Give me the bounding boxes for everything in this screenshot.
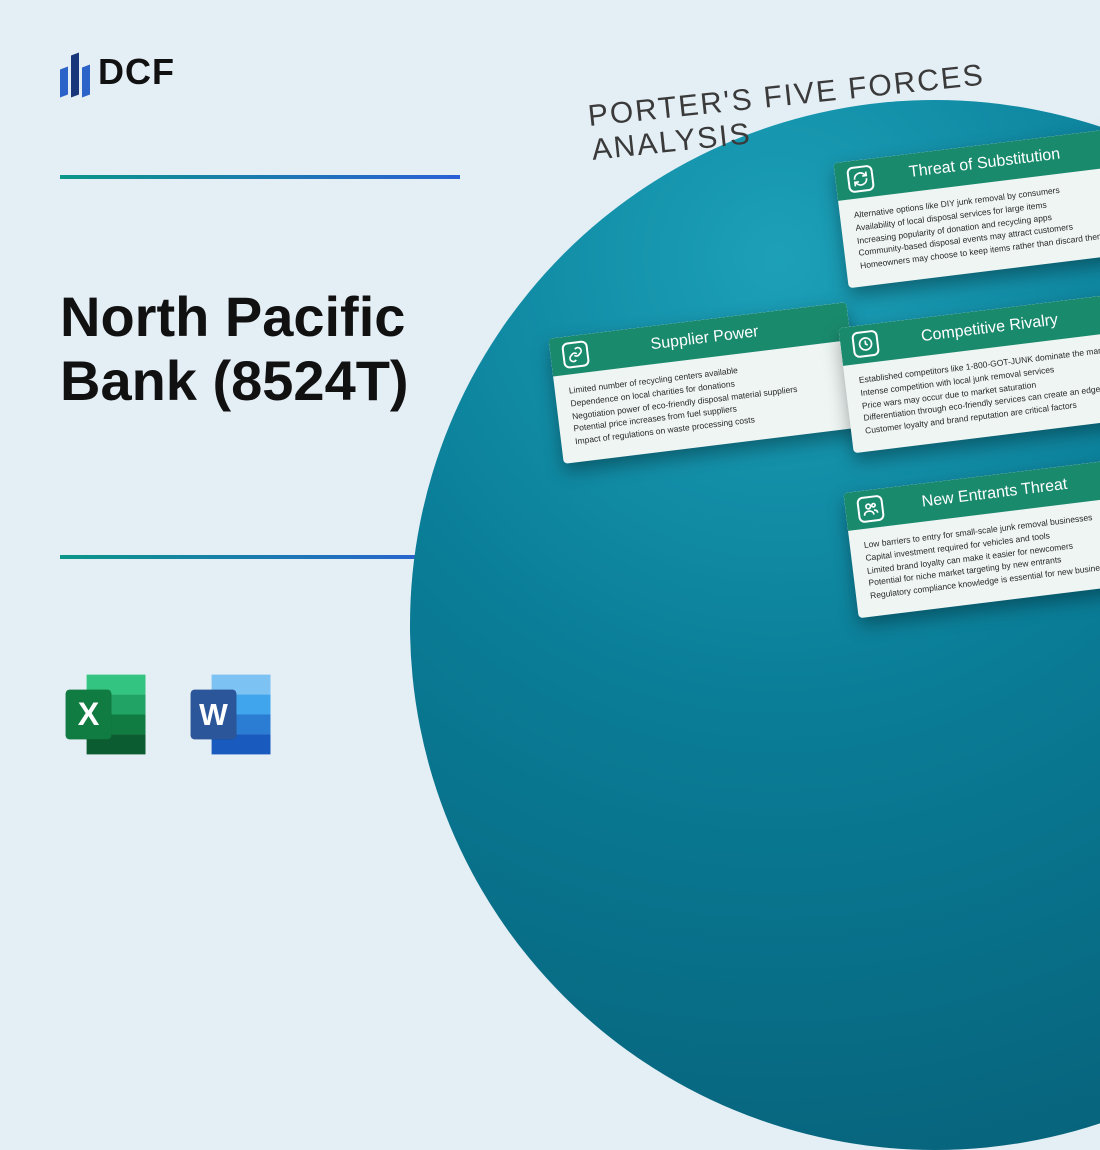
clock-icon [851, 329, 880, 358]
file-icons: X W [60, 667, 280, 762]
users-icon [856, 494, 885, 523]
logo: DCF [60, 48, 175, 96]
word-icon[interactable]: W [185, 667, 280, 762]
logo-text: DCF [98, 51, 175, 93]
divider-bottom [60, 555, 460, 559]
logo-icon [60, 48, 90, 96]
refresh-icon [846, 164, 875, 193]
divider-top [60, 175, 460, 179]
page-title: North Pacific Bank (8524T) [60, 285, 500, 414]
svg-text:W: W [199, 698, 228, 732]
excel-icon[interactable]: X [60, 667, 155, 762]
link-icon [561, 340, 590, 369]
svg-text:X: X [78, 696, 100, 732]
